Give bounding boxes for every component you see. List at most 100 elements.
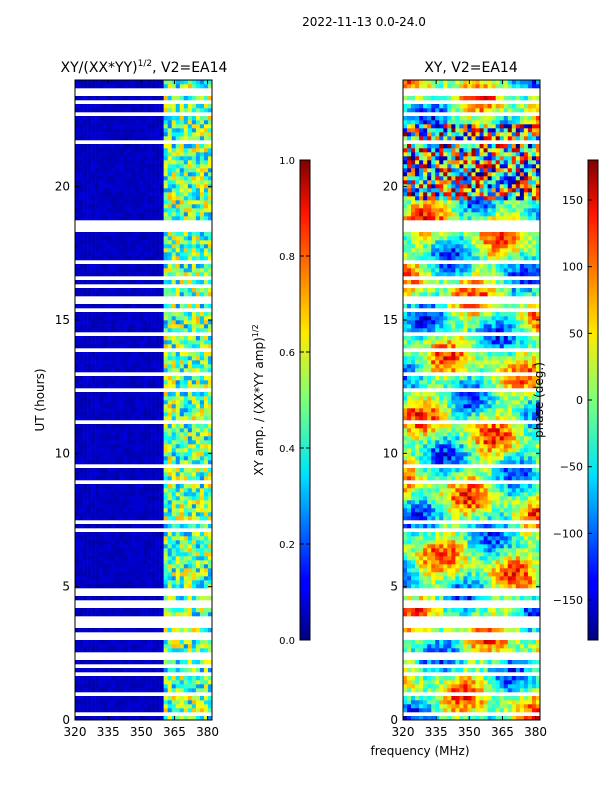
amplitude-cell: [99, 496, 104, 501]
amplitude-cell: [207, 628, 213, 633]
amplitude-cell: [139, 196, 144, 201]
phase-cell: [519, 640, 525, 645]
amplitude-cell: [135, 436, 140, 441]
amplitude-cell: [171, 640, 177, 645]
amplitude-cell: [203, 492, 209, 497]
amplitude-cell: [79, 668, 84, 673]
amplitude-cell: [187, 508, 193, 513]
amplitude-cell: [111, 580, 116, 585]
phase-cell: [419, 704, 424, 709]
amplitude-cell: [99, 152, 104, 157]
amplitude-cell: [75, 164, 80, 169]
amplitude-cell: [123, 216, 128, 221]
amplitude-cell: [87, 700, 92, 705]
phase-cell: [527, 716, 533, 721]
amplitude-cell: [155, 192, 160, 197]
amplitude-cell: [87, 248, 92, 253]
phase-cell: [483, 704, 488, 709]
amplitude-cell: [79, 164, 84, 169]
phase-cell: [463, 668, 468, 673]
amplitude-cell: [79, 128, 84, 133]
phase-cell: [435, 716, 440, 721]
amplitude-cell: [95, 252, 100, 257]
amplitude-cell: [163, 340, 168, 345]
amplitude-cell: [95, 392, 100, 397]
amplitude-cell: [191, 248, 197, 253]
amplitude-cell: [107, 544, 112, 549]
amplitude-cell: [123, 360, 128, 365]
amplitude-cell: [199, 648, 205, 653]
amplitude-cell: [151, 132, 156, 137]
amplitude-cell: [103, 120, 108, 125]
amplitude-cell: [111, 376, 116, 381]
amplitude-cell: [95, 80, 100, 85]
amplitude-cell: [99, 352, 104, 357]
amplitude-cell: [195, 108, 201, 113]
amplitude-cell: [139, 400, 144, 405]
phase-cell: [523, 580, 529, 585]
amplitude-cell: [167, 164, 173, 169]
amplitude-cell: [127, 608, 132, 613]
amplitude-cell: [187, 456, 193, 461]
amplitude-cell: [131, 548, 136, 553]
amplitude-cell: [143, 556, 148, 561]
amplitude-cell: [187, 216, 193, 221]
amplitude-cell: [163, 244, 168, 249]
amplitude-cell: [191, 628, 197, 633]
phase-cell: [439, 704, 444, 709]
amplitude-cell: [167, 312, 173, 317]
amplitude-cell: [183, 680, 189, 685]
phase-cell: [403, 696, 408, 701]
amplitude-cell: [175, 432, 181, 437]
phase-cell: [447, 668, 452, 673]
amplitude-cell: [79, 392, 84, 397]
phase-cell: [495, 688, 501, 693]
amplitude-cell: [163, 180, 168, 185]
amplitude-cell: [135, 292, 140, 297]
amplitude-cell: [75, 192, 80, 197]
amplitude-axes-frame: [74, 79, 213, 721]
phase-cell: [435, 676, 440, 681]
phase-cell: [507, 688, 513, 693]
amplitude-cell: [115, 188, 120, 193]
amplitude-cell: [127, 540, 132, 545]
amplitude-cell: [191, 236, 197, 241]
phase-cell: [443, 684, 448, 689]
amplitude-cell: [75, 568, 80, 573]
amplitude-cell: [135, 392, 140, 397]
amplitude-cell: [75, 144, 80, 149]
amplitude-cell: [175, 584, 181, 589]
amplitude-cell: [159, 396, 164, 401]
amplitude-cell: [139, 484, 144, 489]
amplitude-cell: [131, 176, 136, 181]
amplitude-cell: [75, 256, 80, 261]
amplitude-cell: [163, 252, 168, 257]
amplitude-cell: [95, 460, 100, 465]
amplitude-cell: [191, 312, 197, 317]
phase-cell: [439, 640, 444, 645]
amplitude-cell: [75, 172, 80, 177]
amplitude-cell: [83, 212, 88, 217]
amplitude-cell: [151, 152, 156, 157]
amplitude-cell: [95, 368, 100, 373]
amplitude-cell: [155, 476, 160, 481]
amplitude-cell: [115, 716, 120, 721]
amplitude-cell: [135, 572, 140, 577]
amplitude-cell: [167, 512, 173, 517]
amplitude-cell: [159, 132, 164, 137]
amplitude-cell: [167, 96, 173, 101]
amplitude-cell: [147, 576, 152, 581]
amplitude-cell: [183, 216, 189, 221]
amplitude-cell: [123, 436, 128, 441]
amplitude-cell: [123, 212, 128, 217]
amplitude-cell: [195, 340, 201, 345]
amplitude-cell: [203, 124, 209, 129]
amplitude-cell: [155, 548, 160, 553]
amplitude-cell: [87, 556, 92, 561]
amplitude-cell: [79, 256, 84, 261]
phase-cell: [419, 572, 424, 577]
amplitude-cell: [175, 700, 181, 705]
amplitude-cell: [115, 212, 120, 217]
amplitude-cell: [115, 440, 120, 445]
phase-cell: [507, 580, 513, 585]
